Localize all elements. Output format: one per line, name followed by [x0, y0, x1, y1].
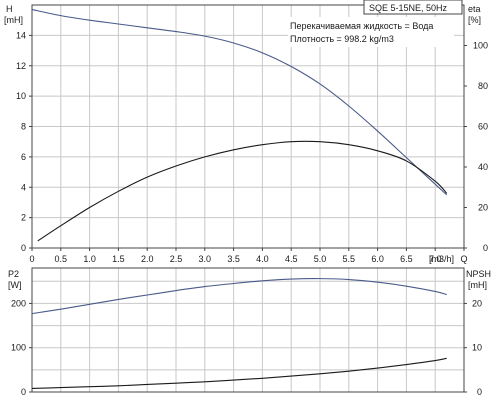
x-tick-label: 3.0 — [199, 254, 212, 264]
power-axis-unit: [W] — [8, 280, 22, 290]
npsh-curve — [31, 357, 447, 390]
chart-title: SQE 5-15NE, 50Hz — [369, 3, 448, 13]
info-box — [288, 17, 454, 47]
head-tick-label: 8 — [21, 122, 26, 132]
npsh-axis-symbol: NPSH — [466, 269, 491, 279]
title-box — [363, 0, 463, 15]
eta-tick-label: 20 — [478, 203, 488, 213]
head-tick-label: 2 — [21, 213, 26, 223]
head-tick-label: 4 — [21, 182, 26, 192]
head-panel-series — [31, 9, 448, 242]
power-panel-ticks: 0 100 200 0 10 20 — [11, 298, 482, 397]
density-info: Плотность = 998.2 kg/m3 — [290, 34, 394, 44]
eta-tick-label: 40 — [478, 162, 488, 172]
efficiency-curve — [37, 140, 448, 242]
power-npsh-panel: 0 100 200 0 10 20 P2 [W] NPSH [mH] — [8, 267, 491, 397]
fluid-info: Перекачиваемая жидкость = Вода — [290, 21, 433, 31]
x-tick-label: Q — [460, 254, 467, 264]
head-panel-ticks: 0 0.5 1.0 1.5 2.0 2.5 3.0 3.5 4.0 4.5 5.0 5.5 6.0 6.5… — [16, 30, 488, 264]
head-tick-label: 6 — [21, 152, 26, 162]
eta-tick-label: 60 — [478, 122, 488, 132]
x-tick-label: 3.5 — [227, 254, 240, 264]
power-axis-symbol: P2 — [8, 269, 19, 279]
head-tick-label: 10 — [16, 91, 26, 101]
x-tick-label: 2.0 — [141, 254, 154, 264]
x-tick-label: 2.5 — [170, 254, 183, 264]
head-tick-label: 14 — [16, 30, 26, 40]
power-tick-label: 0 — [21, 387, 26, 397]
eta-axis-symbol: eta — [468, 4, 481, 14]
power-panel-series — [31, 278, 447, 390]
npsh-tick-label: 0 — [477, 387, 482, 397]
x-tick-label: 0 — [29, 254, 34, 264]
head-tick-label: 0 — [21, 243, 26, 253]
head-axis-unit: [mH] — [4, 15, 23, 25]
head-axis-symbol: H — [6, 4, 13, 14]
head-tick-label: 12 — [16, 61, 26, 71]
power-panel-grid — [32, 268, 464, 392]
x-tick-label: 7.0 — [429, 254, 442, 264]
x-tick-label: 4.5 — [285, 254, 298, 264]
x-tick-label: 5.5 — [343, 254, 356, 264]
power-tick-label: 200 — [11, 298, 26, 308]
x-tick-label: 0.5 — [55, 254, 68, 264]
npsh-tick-label: 10 — [472, 343, 482, 353]
x-tick-label: 5.0 — [314, 254, 327, 264]
eta-tick-label: 80 — [478, 81, 488, 91]
eta-axis-unit: [%] — [468, 15, 481, 25]
power-tick-label: 100 — [11, 343, 26, 353]
x-tick-label: 1.0 — [83, 254, 96, 264]
power-curve — [31, 278, 447, 315]
eta-tick-label: 0 — [483, 243, 488, 253]
eta-tick-label: 100 — [473, 41, 488, 51]
power-panel-frame — [31, 267, 465, 393]
flow-axis-unit: [m3/h] — [429, 254, 454, 264]
npsh-tick-label: 20 — [472, 298, 482, 308]
head-curve — [31, 9, 448, 196]
x-tick-label: 1.5 — [112, 254, 125, 264]
x-tick-label: 4.0 — [256, 254, 269, 264]
x-tick-label: 6.5 — [400, 254, 413, 264]
x-tick-label: 6.0 — [371, 254, 384, 264]
npsh-axis-unit: [mH] — [468, 280, 487, 290]
head-efficiency-panel: 0 0.5 1.0 1.5 2.0 2.5 3.0 3.5 4.0 4.5 5.0 5.5 6.0 6.5… — [4, 0, 488, 264]
